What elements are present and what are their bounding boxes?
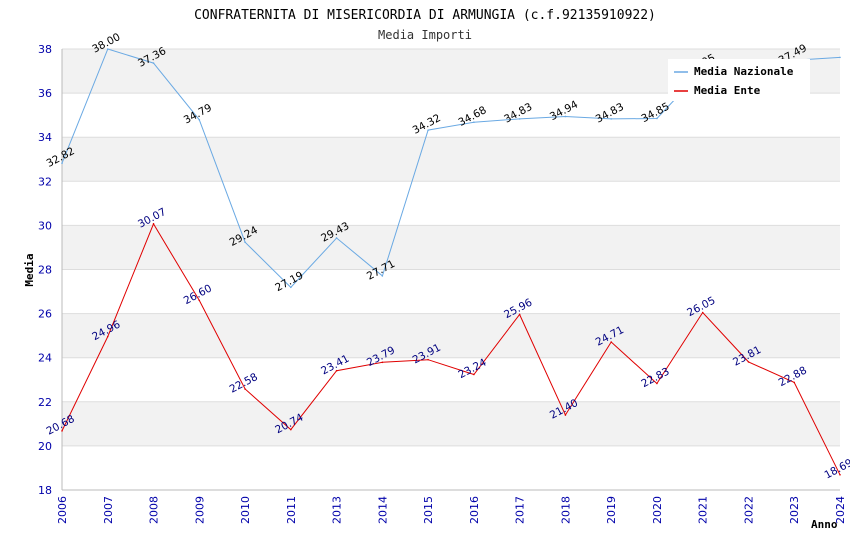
x-tick-labels: 2006 2007 2008 2009 2010 2011 2013 2014 2015 2016… [56, 496, 847, 524]
x-tick-label: 2019 [605, 496, 618, 524]
data-point [381, 275, 384, 277]
data-point [701, 311, 704, 314]
data-point [381, 361, 384, 364]
data-point [747, 361, 750, 363]
x-tick-label: 2010 [239, 496, 252, 524]
y-tick-label: 28 [38, 264, 52, 277]
data-point [290, 428, 292, 431]
data-point [518, 313, 521, 316]
x-tick-label: 2020 [651, 496, 664, 524]
data-point [198, 299, 201, 302]
plot-band [62, 313, 840, 358]
data-point [290, 286, 292, 289]
plot-band [62, 269, 840, 314]
data-point [839, 56, 841, 59]
x-tick-label: 2007 [102, 496, 115, 524]
legend-label-media-nazionale: Media Nazionale [694, 65, 794, 78]
data-point [198, 118, 201, 121]
data-point [244, 388, 246, 390]
data-point [427, 358, 429, 361]
legend-label-media-ente: Media Ente [694, 84, 761, 97]
x-tick-label: 2015 [422, 496, 435, 524]
x-tick-label: 2013 [331, 496, 344, 524]
x-tick-label: 2016 [468, 496, 481, 524]
data-point [335, 369, 338, 372]
data-point [564, 414, 567, 416]
data-point [610, 341, 612, 343]
y-tick-label: 30 [38, 219, 52, 232]
y-tick-label: 38 [38, 43, 52, 56]
x-tick-label: 2024 [834, 496, 847, 524]
data-point [793, 381, 796, 384]
data-point [839, 473, 841, 476]
data-point [152, 62, 155, 64]
legend-box [668, 59, 810, 101]
x-tick-label: 2017 [514, 496, 527, 524]
x-tick-label: 2009 [193, 496, 206, 524]
y-axis-label: Media [23, 253, 36, 286]
x-tick-label: 2021 [697, 496, 710, 524]
y-tick-labels: 18 20 22 24 26 28 30 32 34 36 38 [38, 43, 52, 497]
y-tick-label: 24 [38, 352, 52, 365]
plot-band [62, 401, 840, 446]
data-point [610, 118, 612, 120]
data-point [244, 241, 246, 243]
x-tick-label: 2023 [788, 496, 801, 524]
data-point [564, 115, 567, 118]
x-tick-label: 2022 [742, 496, 755, 524]
plot-band [62, 225, 840, 270]
x-axis-label: Anno [811, 518, 838, 531]
data-point [106, 335, 109, 338]
legend: Media Nazionale Media Ente [668, 59, 810, 101]
y-tick-label: 26 [38, 308, 52, 321]
y-tick-label: 34 [38, 131, 52, 144]
data-point [473, 121, 475, 124]
data-point [656, 117, 658, 120]
x-tick-label: 2014 [376, 496, 389, 524]
y-tick-label: 18 [38, 484, 52, 497]
plot-band [62, 137, 840, 182]
y-tick-label: 36 [38, 87, 52, 100]
data-point [473, 373, 475, 376]
y-tick-label: 32 [38, 175, 52, 188]
x-tick-label: 2008 [148, 496, 161, 524]
y-tick-label: 20 [38, 440, 52, 453]
chart-title: CONFRATERNITA DI MISERICORDIA DI ARMUNGI… [194, 8, 656, 23]
series-line-1 [61, 222, 841, 476]
data-point [656, 382, 658, 385]
chart-subtitle: Media Importi [378, 28, 472, 42]
data-point [335, 237, 338, 239]
plot-band [62, 357, 840, 402]
x-tick-label: 2006 [56, 496, 69, 524]
data-point [518, 118, 521, 120]
data-point [427, 129, 429, 131]
y-tick-label: 22 [38, 396, 52, 409]
data-point [106, 48, 109, 50]
data-point [152, 223, 155, 225]
data-point [61, 162, 63, 165]
x-tick-label: 2018 [559, 496, 572, 524]
plot-band [62, 445, 840, 490]
axes [61, 49, 840, 491]
data-point [61, 430, 63, 432]
plot-band [62, 181, 840, 226]
x-tick-label: 2011 [285, 496, 298, 524]
